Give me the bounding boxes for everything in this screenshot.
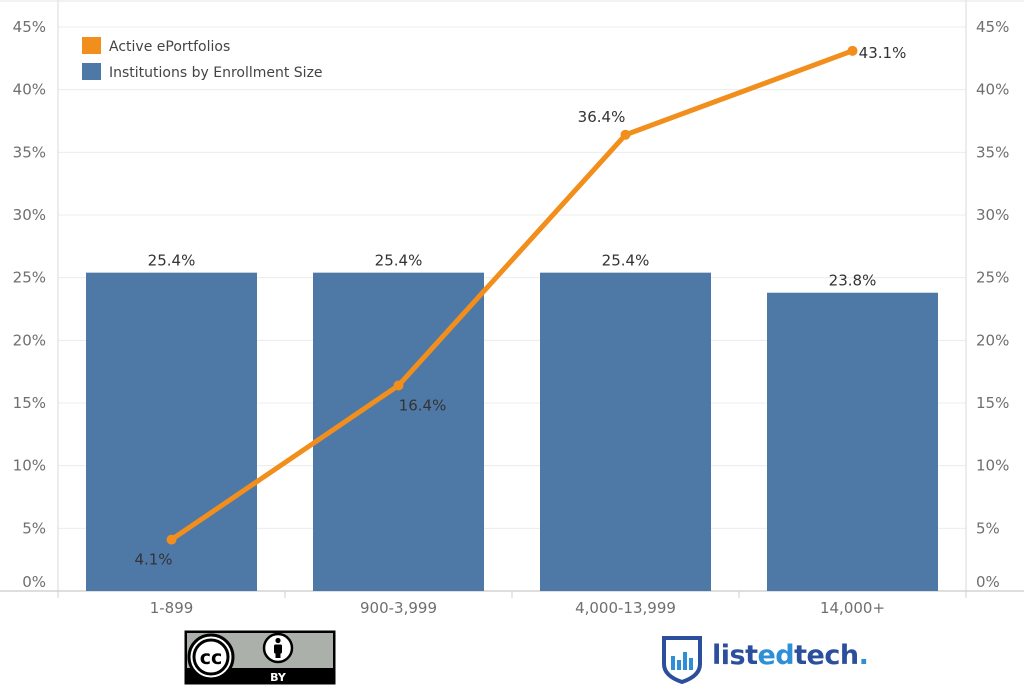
license-badge-label: BY <box>270 671 287 684</box>
line-point <box>166 534 177 545</box>
bar-value-label: 25.4% <box>602 252 650 270</box>
y-tick-label-left: 5% <box>22 519 46 537</box>
data-labels: 25.4% 25.4% 25.4% 23.8% 4.1% 16.4% 36.4% 43.1% <box>134 44 906 569</box>
bar-value-label: 25.4% <box>375 252 423 270</box>
line-value-label: 36.4% <box>578 108 626 126</box>
y-tick-label-right: 10% <box>976 457 1009 475</box>
cc-by-license-badge: cc BY <box>184 630 336 685</box>
y-tick-label-right: 45% <box>976 18 1009 36</box>
bar-value-label: 25.4% <box>148 252 196 270</box>
y-tick-label-left: 15% <box>13 394 46 412</box>
line-series <box>166 45 858 545</box>
line-point <box>847 45 858 56</box>
y-tick-label-left: 0% <box>22 573 46 591</box>
x-tick-label: 14,000+ <box>820 599 885 617</box>
bar-value-label: 23.8% <box>829 272 877 290</box>
logo-wordmark: listedtech. <box>712 640 869 671</box>
y-tick-label-right: 40% <box>976 81 1009 99</box>
y-tick-label-left: 40% <box>13 81 46 99</box>
line-point <box>620 129 631 140</box>
y-tick-label-right: 0% <box>976 573 1000 591</box>
y-tick-label-left: 25% <box>13 269 46 287</box>
y-tick-label-right: 35% <box>976 143 1009 161</box>
y-tick-label-right: 15% <box>976 394 1009 412</box>
axes: 0% 0% 5% 5% 10% 10% 15% 15% 20% 20% 25% 25% 30% 30% 35… <box>0 0 1024 617</box>
bar <box>540 272 711 591</box>
legend-label: Active ePortfolios <box>109 39 230 55</box>
y-tick-label-right: 20% <box>976 331 1009 349</box>
bar-series <box>86 272 938 591</box>
line-path <box>169 48 855 543</box>
x-tick-label: 4,000-13,999 <box>575 599 676 617</box>
x-tick-label: 1-899 <box>150 599 194 617</box>
svg-text:cc: cc <box>200 647 223 669</box>
y-tick-label-left: 35% <box>13 143 46 161</box>
y-tick-label-right: 30% <box>976 206 1009 224</box>
y-tick-label-right: 25% <box>976 269 1009 287</box>
creative-commons-icon: cc <box>187 633 235 681</box>
legend-label: Institutions by Enrollment Size <box>109 65 323 81</box>
legend: Active ePortfolios Institutions by Enroll… <box>82 37 323 81</box>
y-tick-label-right: 5% <box>976 519 1000 537</box>
line-value-label: 4.1% <box>134 551 172 569</box>
y-tick-label-left: 30% <box>13 206 46 224</box>
y-tick-label-left: 10% <box>13 457 46 475</box>
line-value-label: 16.4% <box>399 396 447 414</box>
bar <box>767 292 938 591</box>
y-tick-label-left: 45% <box>13 18 46 36</box>
line-value-label: 43.1% <box>859 44 907 62</box>
combo-chart: 0% 0% 5% 5% 10% 10% 15% 15% 20% 20% 25% 25% 30% 30% 35… <box>0 0 1024 617</box>
legend-swatch <box>82 63 101 80</box>
line-point <box>393 380 404 391</box>
person-icon <box>262 632 294 664</box>
x-tick-label: 900-3,999 <box>360 599 437 617</box>
listedtech-logo: listedtech. <box>660 636 880 686</box>
shield-bar-chart-icon <box>662 636 702 684</box>
legend-swatch <box>82 37 101 54</box>
y-tick-label-left: 20% <box>13 331 46 349</box>
